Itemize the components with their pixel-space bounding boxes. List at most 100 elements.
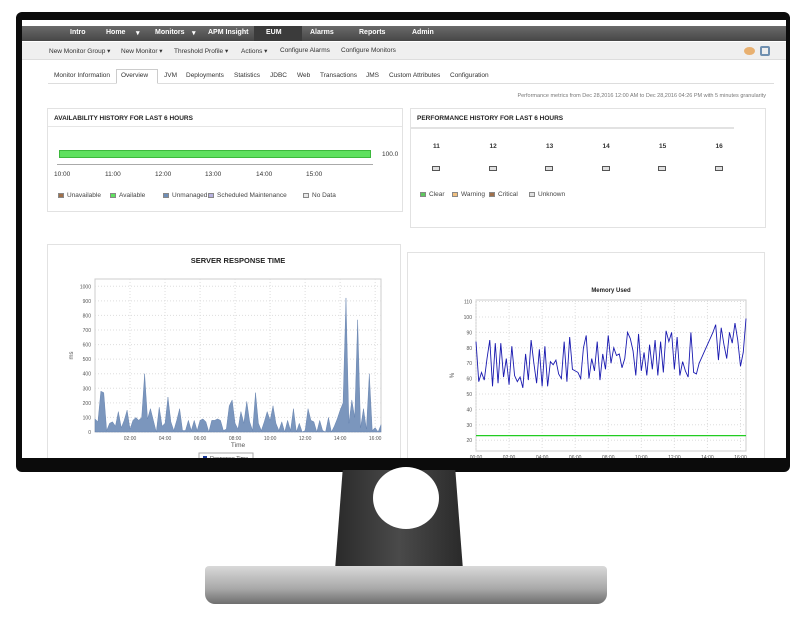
- y-tick-label: 100: [83, 415, 92, 421]
- y-tick-label: 90: [466, 330, 472, 336]
- configure-alarms-link[interactable]: Configure Alarms: [280, 47, 330, 54]
- performance-panel: PERFORMANCE HISTORY FOR LAST 6 HOURS Cle…: [410, 108, 766, 228]
- y-tick-label: 30: [466, 423, 472, 429]
- x-tick-label: 08:00: [229, 436, 242, 442]
- response-time-panel: 0 100 200 300 400 500 600 700 800 900 1000 02:00 04:…: [47, 244, 401, 458]
- legend-item: Available: [110, 192, 145, 199]
- y-tick-label: 100: [464, 315, 473, 321]
- hour-label: 13: [546, 143, 554, 150]
- legend-swatch: [452, 192, 458, 197]
- legend-label: Clear: [429, 191, 445, 198]
- nav-home[interactable]: Home: [106, 29, 126, 36]
- new-monitor-group-menu[interactable]: New Monitor Group ▾: [49, 48, 111, 55]
- x-tick-label: 16:00: [369, 436, 382, 442]
- tick-label: 10:00: [54, 171, 71, 178]
- x-tick-label: 16:00: [734, 455, 747, 458]
- tab-jdbc[interactable]: JDBC: [270, 72, 287, 79]
- chevron-down-icon[interactable]: ▾: [192, 30, 196, 37]
- tab-web[interactable]: Web: [297, 72, 311, 79]
- print-icon[interactable]: [760, 46, 770, 56]
- x-tick-label: 04:00: [159, 436, 172, 442]
- status-unknown-marker[interactable]: [545, 166, 553, 171]
- legend-label: Critical: [498, 191, 518, 198]
- legend-swatch: [163, 193, 169, 198]
- x-tick-label: 02:00: [503, 455, 516, 458]
- y-axis-label: ms: [69, 352, 75, 360]
- memory-used-panel: 20 30 40 50 60 70 80 90 100 110 00:00 02:00 04:00 06:…: [407, 252, 765, 458]
- nav-intro[interactable]: Intro: [70, 29, 86, 36]
- tab-custom-attributes[interactable]: Custom Attributes: [389, 72, 441, 79]
- availability-bar[interactable]: [59, 150, 371, 158]
- legend-swatch: [489, 192, 495, 197]
- status-unknown-marker[interactable]: [658, 166, 666, 171]
- x-axis-label: Time: [231, 442, 246, 449]
- tab-statistics[interactable]: Statistics: [234, 72, 261, 79]
- threshold-profile-menu[interactable]: Threshold Profile ▾: [174, 48, 229, 55]
- nav-reports[interactable]: Reports: [359, 29, 386, 36]
- nav-monitors[interactable]: Monitors: [155, 29, 185, 36]
- nav-apm-insight[interactable]: APM Insight: [208, 29, 249, 36]
- legend-label: Unmanaged: [172, 192, 208, 199]
- chart-title: SERVER RESPONSE TIME: [191, 256, 285, 265]
- nav-admin[interactable]: Admin: [412, 29, 434, 36]
- y-tick-label: 500: [83, 357, 92, 363]
- legend-item: Warning: [452, 191, 485, 198]
- nav-eum[interactable]: EUM: [266, 29, 282, 36]
- legend-label: Response Time: [210, 456, 248, 458]
- legend-swatch: [420, 192, 426, 197]
- x-tick-label: 00:00: [470, 455, 483, 458]
- y-tick-label: 50: [466, 392, 472, 398]
- response-time-chart: 0 100 200 300 400 500 600 700 800 900 1000 02:00 04:…: [69, 256, 382, 458]
- y-axis-label: %: [450, 372, 456, 378]
- hour-label: 15: [659, 143, 667, 150]
- legend-swatch: [110, 193, 116, 198]
- status-unknown-marker[interactable]: [601, 166, 610, 171]
- availability-value: 100.0: [382, 151, 399, 158]
- legend-item: Critical: [489, 191, 518, 198]
- status-unknown-marker[interactable]: [432, 166, 440, 171]
- tab-jvm[interactable]: JVM: [164, 72, 177, 79]
- response-time-area: [94, 297, 382, 433]
- monitor-stand-base: [205, 566, 607, 604]
- y-tick-label: 40: [466, 407, 472, 413]
- legend-swatch: [303, 193, 309, 198]
- y-tick-label: 70: [466, 361, 472, 367]
- legend-item: Unmanaged: [163, 192, 207, 199]
- plot-area: [94, 278, 382, 433]
- legend-item: Scheduled Maintenance: [208, 192, 287, 199]
- legend-label: Unavailable: [67, 192, 101, 199]
- configure-monitors-link[interactable]: Configure Monitors: [341, 47, 396, 54]
- y-tick-label: 20: [466, 438, 472, 444]
- legend-item: Clear: [420, 191, 445, 198]
- memory-used-line: [475, 318, 747, 388]
- tab-transactions[interactable]: Transactions: [320, 72, 357, 79]
- legend-swatch: [529, 192, 535, 197]
- new-monitor-menu[interactable]: New Monitor ▾: [121, 48, 163, 55]
- tab-jms[interactable]: JMS: [366, 72, 379, 79]
- tab-configuration[interactable]: Configuration: [450, 72, 489, 79]
- legend-item: No Data: [303, 192, 336, 199]
- tab-monitor-information[interactable]: Monitor Information: [54, 72, 110, 79]
- tick-label: 11:00: [105, 171, 121, 178]
- y-tick-label: 80: [466, 346, 472, 352]
- status-unknown-marker[interactable]: [488, 166, 497, 171]
- chevron-down-icon[interactable]: ▾: [136, 30, 140, 37]
- chart-title: Memory Used: [591, 288, 631, 294]
- tab-overview[interactable]: Overview: [121, 72, 149, 79]
- y-tick-label: 0: [88, 430, 91, 436]
- performance-title: PERFORMANCE HISTORY FOR LAST 6 HOURS: [417, 115, 564, 122]
- screen: Intro Home ▾ Monitors ▾ APM Insight EUM …: [22, 20, 786, 458]
- legend-swatch: [203, 456, 207, 458]
- tab-selected-indicator: [116, 69, 158, 84]
- nav-alarms[interactable]: Alarms: [310, 29, 334, 36]
- report-icon[interactable]: [744, 47, 755, 55]
- status-unknown-marker[interactable]: [714, 166, 723, 171]
- y-tick-label: 900: [83, 299, 92, 305]
- x-tick-label: 02:00: [124, 436, 137, 442]
- metrics-note: Performance metrics from Dec 28,2016 12:…: [517, 93, 766, 99]
- y-tick-label: 1000: [80, 284, 91, 290]
- hour-label: 12: [489, 143, 497, 150]
- actions-menu[interactable]: Actions ▾: [241, 48, 268, 55]
- hour-label: 16: [715, 143, 723, 150]
- tab-deployments[interactable]: Deployments: [186, 72, 224, 79]
